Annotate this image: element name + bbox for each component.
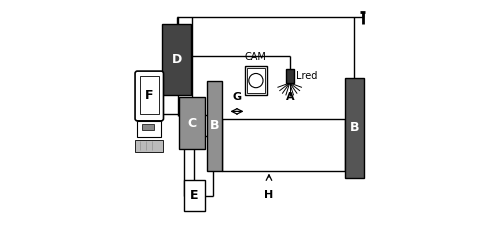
Text: Lred: Lred — [296, 71, 318, 81]
Text: A: A — [286, 92, 294, 102]
Text: E: E — [190, 189, 198, 202]
FancyBboxPatch shape — [138, 121, 161, 137]
Text: H: H — [264, 190, 274, 200]
FancyBboxPatch shape — [247, 68, 264, 93]
FancyBboxPatch shape — [140, 76, 159, 114]
FancyBboxPatch shape — [142, 124, 154, 130]
FancyBboxPatch shape — [135, 140, 164, 152]
Text: B: B — [350, 122, 359, 134]
Text: C: C — [188, 117, 196, 130]
Text: G: G — [232, 92, 241, 102]
Text: B: B — [210, 119, 219, 132]
FancyBboxPatch shape — [162, 24, 191, 95]
FancyBboxPatch shape — [184, 180, 205, 211]
Text: D: D — [172, 53, 181, 66]
FancyBboxPatch shape — [179, 97, 205, 149]
FancyBboxPatch shape — [345, 78, 364, 178]
Circle shape — [249, 73, 263, 88]
FancyBboxPatch shape — [208, 81, 222, 171]
FancyBboxPatch shape — [286, 69, 294, 83]
Text: CAM: CAM — [245, 52, 267, 62]
Text: F: F — [145, 90, 154, 102]
FancyBboxPatch shape — [246, 66, 266, 95]
FancyBboxPatch shape — [222, 118, 345, 171]
FancyBboxPatch shape — [135, 71, 164, 121]
